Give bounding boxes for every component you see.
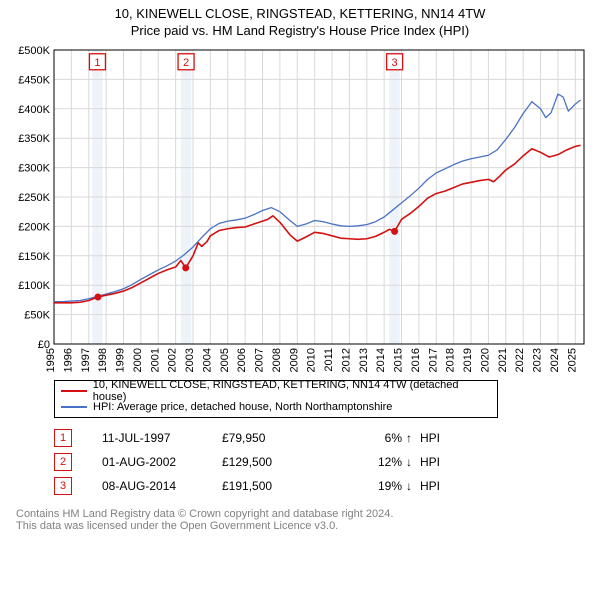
marker-date: 08-AUG-2014 <box>102 479 222 493</box>
svg-text:2002: 2002 <box>167 348 179 372</box>
svg-text:£250K: £250K <box>18 192 50 204</box>
marker-price: £191,500 <box>222 479 332 493</box>
svg-text:2005: 2005 <box>219 348 231 372</box>
marker-price: £79,950 <box>222 431 332 445</box>
svg-text:£400K: £400K <box>18 104 50 116</box>
svg-text:2022: 2022 <box>514 348 526 372</box>
svg-text:2006: 2006 <box>236 348 248 372</box>
title-line2: Price paid vs. HM Land Registry's House … <box>8 23 592 38</box>
svg-text:2009: 2009 <box>288 348 300 372</box>
marker-pct: 6% <box>332 431 406 445</box>
svg-text:2023: 2023 <box>532 348 544 372</box>
svg-text:2004: 2004 <box>201 348 213 372</box>
svg-text:2020: 2020 <box>479 348 491 372</box>
marker-date: 01-AUG-2002 <box>102 455 222 469</box>
legend-item: 10, KINEWELL CLOSE, RINGSTEAD, KETTERING… <box>61 383 491 399</box>
svg-text:2014: 2014 <box>375 348 387 372</box>
svg-text:3: 3 <box>392 57 398 69</box>
svg-text:2018: 2018 <box>445 348 457 372</box>
svg-text:£300K: £300K <box>18 163 50 175</box>
svg-text:1996: 1996 <box>62 348 74 372</box>
chart: £0£50K£100K£150K£200K£250K£300K£350K£400… <box>8 44 592 374</box>
svg-text:2017: 2017 <box>427 348 439 372</box>
svg-text:2007: 2007 <box>254 348 266 372</box>
svg-text:£150K: £150K <box>18 251 50 263</box>
marker-arrow-icon: ↑ <box>406 431 420 445</box>
marker-row: 2 01-AUG-2002£129,50012%↓HPI <box>54 450 592 474</box>
svg-text:2016: 2016 <box>410 348 422 372</box>
svg-text:2013: 2013 <box>358 348 370 372</box>
marker-box: 2 <box>54 453 72 471</box>
svg-text:£500K: £500K <box>18 45 50 57</box>
svg-text:£50K: £50K <box>24 310 50 322</box>
legend-label: HPI: Average price, detached house, Nort… <box>93 401 392 413</box>
footer-line1: Contains HM Land Registry data © Crown c… <box>16 508 592 520</box>
footer-line2: This data was licensed under the Open Go… <box>16 520 592 532</box>
svg-text:1997: 1997 <box>80 348 92 372</box>
marker-suffix: HPI <box>420 455 460 469</box>
svg-text:2: 2 <box>183 57 189 69</box>
svg-text:2011: 2011 <box>323 348 335 372</box>
marker-row: 1 11-JUL-1997£79,9506%↑HPI <box>54 426 592 450</box>
svg-text:£200K: £200K <box>18 221 50 233</box>
svg-text:£100K: £100K <box>18 280 50 292</box>
marker-box: 3 <box>54 477 72 495</box>
svg-text:1999: 1999 <box>115 348 127 372</box>
svg-text:2008: 2008 <box>271 348 283 372</box>
marker-table: 111-JUL-1997£79,9506%↑HPI201-AUG-2002£12… <box>54 426 592 498</box>
svg-text:2001: 2001 <box>149 348 161 372</box>
svg-text:2025: 2025 <box>566 348 578 372</box>
marker-suffix: HPI <box>420 479 460 493</box>
svg-text:2015: 2015 <box>393 348 405 372</box>
marker-pct: 12% <box>332 455 406 469</box>
marker-row: 3 08-AUG-2014£191,50019%↓HPI <box>54 474 592 498</box>
page-root: 10, KINEWELL CLOSE, RINGSTEAD, KETTERING… <box>0 0 600 538</box>
marker-date: 11-JUL-1997 <box>102 431 222 445</box>
svg-text:1995: 1995 <box>45 348 57 372</box>
svg-text:2000: 2000 <box>132 348 144 372</box>
svg-text:2010: 2010 <box>306 348 318 372</box>
svg-text:£350K: £350K <box>18 133 50 145</box>
svg-text:2024: 2024 <box>549 348 561 372</box>
marker-arrow-icon: ↓ <box>406 479 420 493</box>
legend-swatch <box>61 406 87 408</box>
marker-suffix: HPI <box>420 431 460 445</box>
marker-pct: 19% <box>332 479 406 493</box>
svg-text:2003: 2003 <box>184 348 196 372</box>
legend: 10, KINEWELL CLOSE, RINGSTEAD, KETTERING… <box>54 380 498 418</box>
marker-box: 1 <box>54 429 72 447</box>
svg-text:2019: 2019 <box>462 348 474 372</box>
marker-price: £129,500 <box>222 455 332 469</box>
title-block: 10, KINEWELL CLOSE, RINGSTEAD, KETTERING… <box>8 6 592 38</box>
chart-svg: £0£50K£100K£150K£200K£250K£300K£350K£400… <box>8 44 592 374</box>
footer: Contains HM Land Registry data © Crown c… <box>16 508 592 532</box>
svg-text:1: 1 <box>94 57 100 69</box>
marker-arrow-icon: ↓ <box>406 455 420 469</box>
svg-text:£450K: £450K <box>18 74 50 86</box>
svg-text:1998: 1998 <box>97 348 109 372</box>
svg-text:2012: 2012 <box>340 348 352 372</box>
legend-label: 10, KINEWELL CLOSE, RINGSTEAD, KETTERING… <box>93 379 491 403</box>
legend-swatch <box>61 390 87 392</box>
svg-text:2021: 2021 <box>497 348 509 372</box>
title-line1: 10, KINEWELL CLOSE, RINGSTEAD, KETTERING… <box>8 6 592 21</box>
